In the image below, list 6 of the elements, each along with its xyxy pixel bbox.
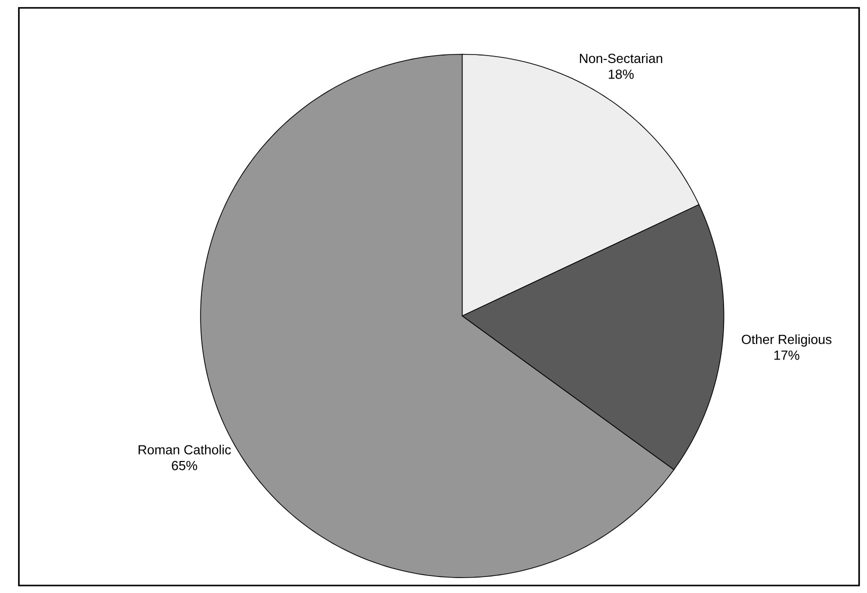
slice-label: Non-Sectarian (580, 53, 662, 63)
data-label: 17% (774, 350, 800, 360)
slice-label: Other Religious (742, 334, 832, 346)
data-label: 65% (172, 460, 198, 470)
slice-label: Roman Catholic (138, 444, 231, 454)
data-label: 18% (608, 69, 634, 79)
